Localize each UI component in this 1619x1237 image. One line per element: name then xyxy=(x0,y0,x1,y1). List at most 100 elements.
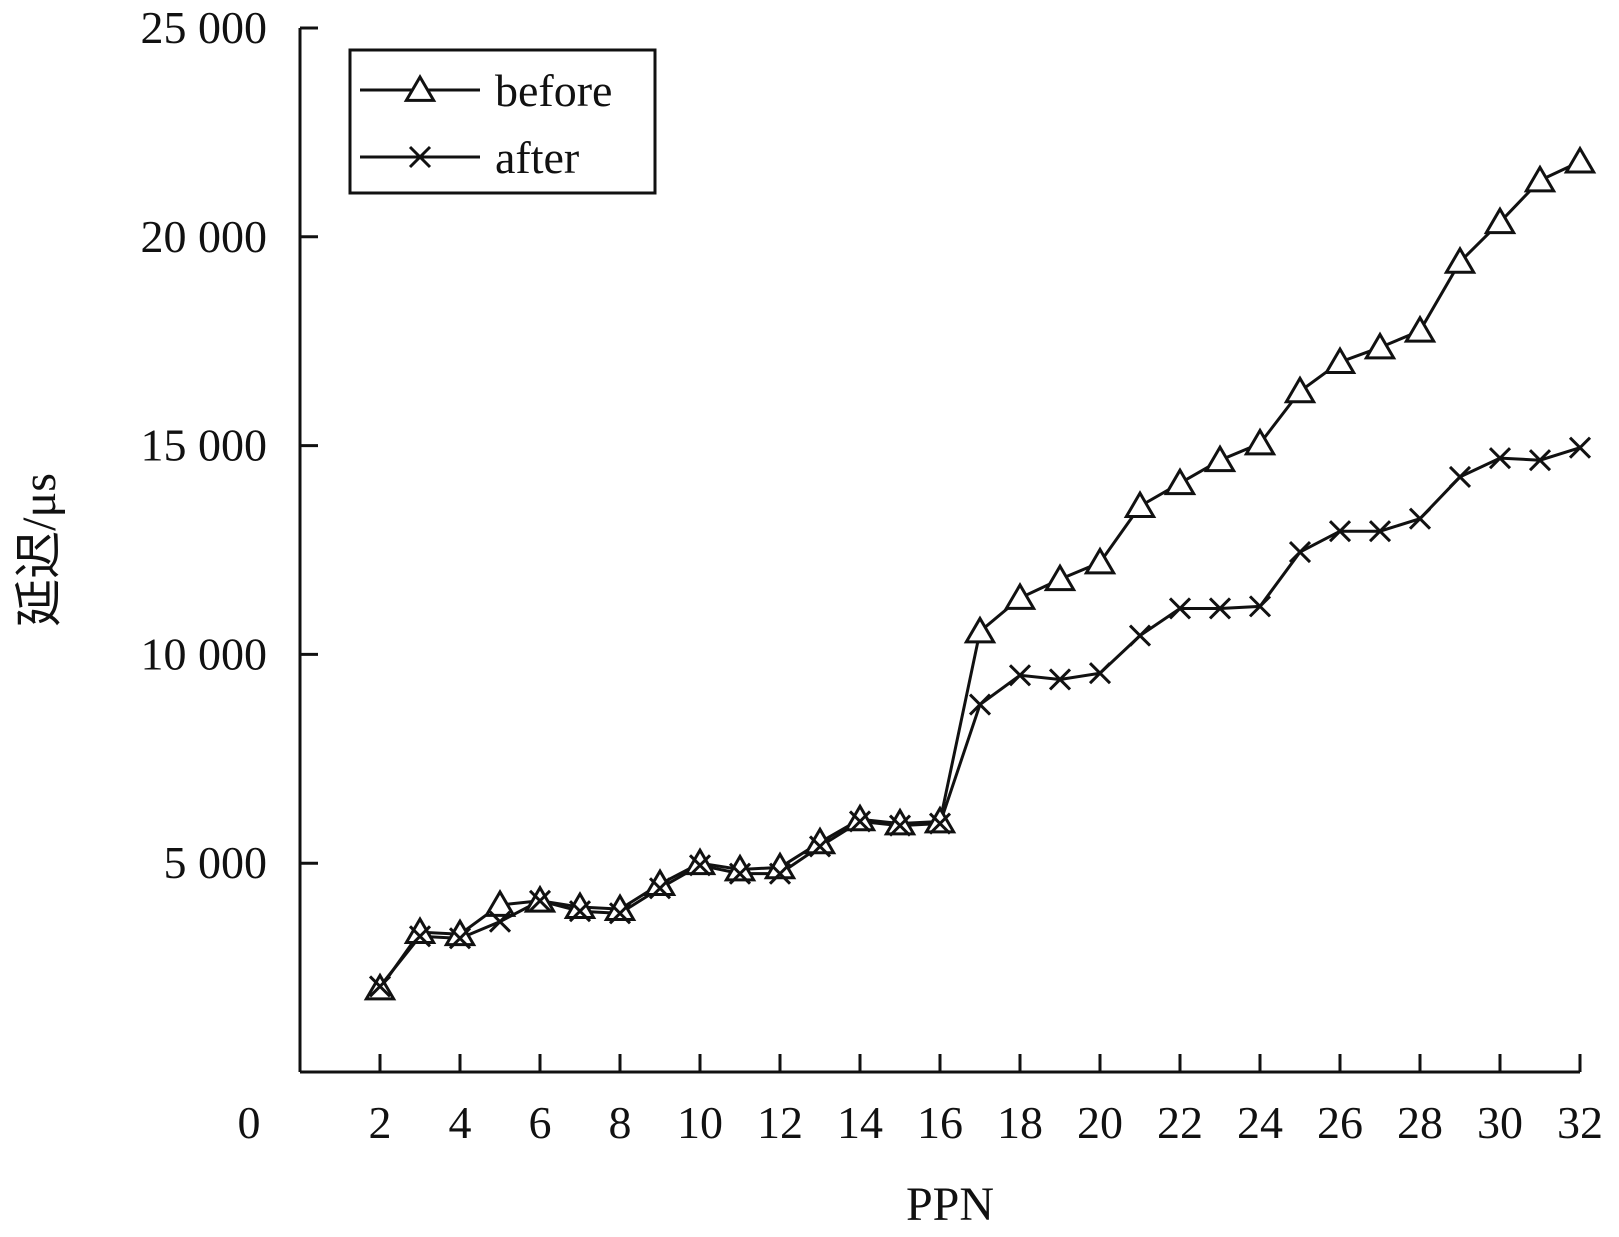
data-point-before xyxy=(403,916,437,945)
x-tick-label: 18 xyxy=(997,1097,1043,1148)
data-point-before xyxy=(883,807,917,836)
x-marker-stroke xyxy=(1248,595,1272,618)
data-point-before xyxy=(1163,467,1197,496)
data-point-after xyxy=(448,927,472,950)
data-point-after xyxy=(928,812,952,835)
legend-marker-after xyxy=(408,145,432,169)
x-marker-stroke xyxy=(808,835,832,858)
x-marker-stroke xyxy=(1088,662,1112,685)
x-tick-label: 8 xyxy=(609,1097,632,1148)
x-tick-label: 30 xyxy=(1477,1097,1523,1148)
data-point-after xyxy=(968,693,992,716)
data-point-before xyxy=(923,805,957,834)
x-marker-stroke xyxy=(1208,597,1232,620)
y-tick-label: 25 000 xyxy=(141,2,268,53)
x-tick-label: 4 xyxy=(449,1097,472,1148)
x-marker-stroke xyxy=(1408,507,1432,530)
x-marker-stroke xyxy=(408,145,432,169)
data-point-after xyxy=(1328,520,1352,543)
legend-box xyxy=(348,48,657,195)
x-marker-stroke xyxy=(1288,541,1312,564)
data-point-after xyxy=(1248,595,1272,618)
data-point-after xyxy=(1488,447,1512,470)
x-tick-label: 24 xyxy=(1237,1097,1283,1148)
data-point-after xyxy=(1048,668,1072,691)
x-marker-stroke xyxy=(848,810,872,833)
x-tick-label: 26 xyxy=(1317,1097,1363,1148)
data-point-before xyxy=(1123,490,1157,519)
data-point-before xyxy=(1203,444,1237,473)
x-marker-stroke xyxy=(688,854,712,877)
series-markers-before xyxy=(363,145,1597,1001)
data-point-after xyxy=(368,975,392,998)
series-layer xyxy=(363,145,1597,1001)
x-marker-stroke xyxy=(968,693,992,716)
legend-label-after: after xyxy=(495,132,579,183)
data-point-before xyxy=(483,888,517,917)
x-tick-label: 14 xyxy=(837,1097,883,1148)
series-markers-after xyxy=(368,436,1592,998)
x-marker-stroke xyxy=(448,927,472,950)
data-point-after xyxy=(568,900,592,923)
data-point-before xyxy=(1043,563,1077,592)
data-point-before xyxy=(1483,206,1517,235)
x-marker-stroke xyxy=(528,889,552,912)
data-point-before xyxy=(1283,375,1317,404)
data-point-before xyxy=(843,803,877,832)
data-point-after xyxy=(1128,624,1152,647)
x-tick-label: 12 xyxy=(757,1097,803,1148)
data-point-before xyxy=(1003,582,1037,610)
data-point-after xyxy=(808,835,832,858)
y-axis-title: 延迟/μs xyxy=(13,473,66,627)
x-marker-stroke xyxy=(1168,597,1192,620)
x-marker-stroke xyxy=(1328,520,1352,543)
data-point-before xyxy=(1443,245,1477,274)
x-tick-label: 22 xyxy=(1157,1097,1203,1148)
data-point-after xyxy=(1408,507,1432,530)
y-tick-label: 20 000 xyxy=(141,211,268,262)
x-axis-title: PPN xyxy=(906,1178,994,1231)
data-point-after xyxy=(648,877,672,900)
legend-label-before: before xyxy=(495,65,612,116)
axis-titles: PPN 延迟/μs xyxy=(13,473,994,1231)
data-point-after xyxy=(1448,465,1472,488)
x-marker-stroke xyxy=(1048,668,1072,691)
data-point-after xyxy=(1008,664,1032,687)
data-point-after xyxy=(1088,662,1112,685)
data-point-after xyxy=(1208,597,1232,620)
data-point-before xyxy=(1563,145,1597,174)
series-line-after xyxy=(378,446,1581,988)
legend: before after xyxy=(348,48,657,195)
x-marker-stroke xyxy=(1568,436,1592,459)
x-marker-stroke xyxy=(1488,447,1512,470)
data-point-before xyxy=(1363,331,1397,360)
data-point-after xyxy=(1288,541,1312,564)
x-marker-stroke xyxy=(488,910,512,933)
x-marker-stroke xyxy=(1528,449,1552,472)
data-point-after xyxy=(848,810,872,833)
x-marker-stroke xyxy=(648,877,672,900)
x-marker-stroke xyxy=(768,862,792,885)
x-tick-label: 16 xyxy=(917,1097,963,1148)
data-point-after xyxy=(888,814,912,837)
x-marker-stroke xyxy=(568,900,592,923)
y-tick-label: 5 000 xyxy=(164,837,268,888)
data-point-before xyxy=(683,847,717,876)
data-point-after xyxy=(1368,520,1392,543)
data-point-after xyxy=(1568,436,1592,459)
x-marker-stroke xyxy=(1008,664,1032,687)
data-point-before xyxy=(963,615,997,644)
x-tick-label: 20 xyxy=(1077,1097,1123,1148)
data-point-before xyxy=(1403,314,1437,343)
data-point-after xyxy=(608,902,632,925)
x-marker-stroke xyxy=(1368,520,1392,543)
data-point-after xyxy=(728,862,752,885)
x-marker-stroke xyxy=(1448,465,1472,488)
y-tick-label: 10 000 xyxy=(141,628,268,679)
data-point-before xyxy=(1323,346,1357,374)
x-marker-stroke xyxy=(888,814,912,837)
x-marker-stroke xyxy=(1128,624,1152,647)
data-point-after xyxy=(528,889,552,912)
